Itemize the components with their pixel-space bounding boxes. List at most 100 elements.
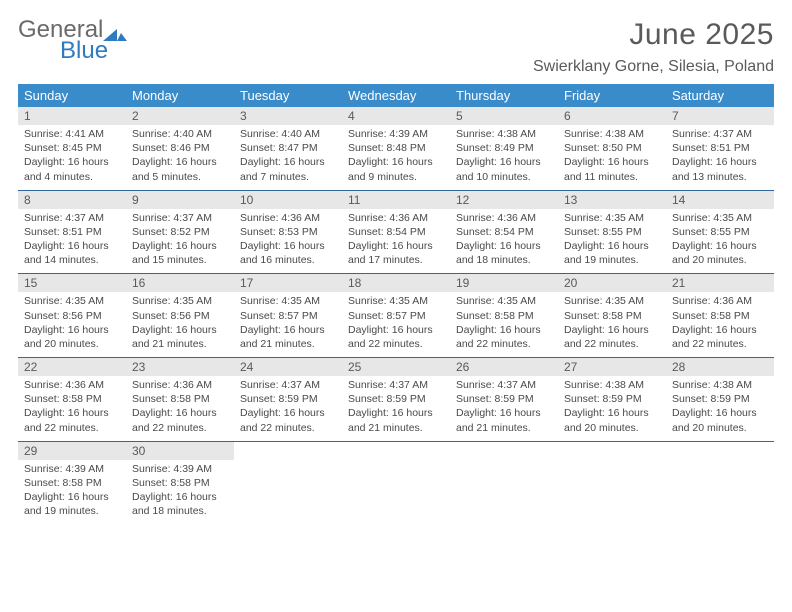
day-detail-cell xyxy=(342,460,450,525)
day-number-cell xyxy=(450,441,558,460)
day-detail-cell: Sunrise: 4:41 AMSunset: 8:45 PMDaylight:… xyxy=(18,125,126,190)
day-detail-cell: Sunrise: 4:38 AMSunset: 8:59 PMDaylight:… xyxy=(558,376,666,441)
location-text: Swierklany Gorne, Silesia, Poland xyxy=(533,58,774,76)
daynum-row: 891011121314 xyxy=(18,190,774,209)
day-detail-cell: Sunrise: 4:37 AMSunset: 8:59 PMDaylight:… xyxy=(450,376,558,441)
sunrise-text: Sunrise: 4:39 AM xyxy=(348,127,444,141)
day-number-cell: 18 xyxy=(342,274,450,293)
day-number-cell: 23 xyxy=(126,358,234,377)
day-number-cell: 16 xyxy=(126,274,234,293)
daylight-text: Daylight: 16 hours and 4 minutes. xyxy=(24,155,120,183)
day-detail-cell: Sunrise: 4:35 AMSunset: 8:58 PMDaylight:… xyxy=(558,292,666,357)
sunrise-text: Sunrise: 4:35 AM xyxy=(240,294,336,308)
daylight-text: Daylight: 16 hours and 11 minutes. xyxy=(564,155,660,183)
sunset-text: Sunset: 8:45 PM xyxy=(24,141,120,155)
sunrise-text: Sunrise: 4:39 AM xyxy=(132,462,228,476)
day-number-cell: 28 xyxy=(666,358,774,377)
sunrise-text: Sunrise: 4:35 AM xyxy=(348,294,444,308)
day-detail-cell: Sunrise: 4:35 AMSunset: 8:56 PMDaylight:… xyxy=(18,292,126,357)
day-number-cell: 11 xyxy=(342,190,450,209)
page-title: June 2025 xyxy=(533,18,774,52)
detail-row: Sunrise: 4:41 AMSunset: 8:45 PMDaylight:… xyxy=(18,125,774,190)
daylight-text: Daylight: 16 hours and 22 minutes. xyxy=(240,406,336,434)
day-number-cell: 14 xyxy=(666,190,774,209)
day-number-cell xyxy=(666,441,774,460)
sunset-text: Sunset: 8:52 PM xyxy=(132,225,228,239)
sunrise-text: Sunrise: 4:39 AM xyxy=(24,462,120,476)
day-detail-cell: Sunrise: 4:39 AMSunset: 8:58 PMDaylight:… xyxy=(18,460,126,525)
daylight-text: Daylight: 16 hours and 7 minutes. xyxy=(240,155,336,183)
sunset-text: Sunset: 8:56 PM xyxy=(24,309,120,323)
day-number-cell: 5 xyxy=(450,107,558,125)
day-number-cell xyxy=(234,441,342,460)
sunrise-text: Sunrise: 4:36 AM xyxy=(672,294,768,308)
day-detail-cell: Sunrise: 4:37 AMSunset: 8:59 PMDaylight:… xyxy=(342,376,450,441)
sunset-text: Sunset: 8:59 PM xyxy=(564,392,660,406)
sunset-text: Sunset: 8:58 PM xyxy=(672,309,768,323)
day-number-cell: 17 xyxy=(234,274,342,293)
day-detail-cell: Sunrise: 4:36 AMSunset: 8:58 PMDaylight:… xyxy=(18,376,126,441)
sunset-text: Sunset: 8:46 PM xyxy=(132,141,228,155)
day-detail-cell: Sunrise: 4:37 AMSunset: 8:52 PMDaylight:… xyxy=(126,209,234,274)
sunrise-text: Sunrise: 4:36 AM xyxy=(24,378,120,392)
day-detail-cell: Sunrise: 4:36 AMSunset: 8:58 PMDaylight:… xyxy=(666,292,774,357)
daylight-text: Daylight: 16 hours and 21 minutes. xyxy=(240,323,336,351)
day-number-cell: 9 xyxy=(126,190,234,209)
day-detail-cell: Sunrise: 4:35 AMSunset: 8:58 PMDaylight:… xyxy=(450,292,558,357)
sunset-text: Sunset: 8:58 PM xyxy=(24,476,120,490)
day-detail-cell: Sunrise: 4:40 AMSunset: 8:47 PMDaylight:… xyxy=(234,125,342,190)
daylight-text: Daylight: 16 hours and 22 minutes. xyxy=(348,323,444,351)
daylight-text: Daylight: 16 hours and 5 minutes. xyxy=(132,155,228,183)
day-number-cell: 24 xyxy=(234,358,342,377)
daylight-text: Daylight: 16 hours and 20 minutes. xyxy=(564,406,660,434)
daylight-text: Daylight: 16 hours and 21 minutes. xyxy=(132,323,228,351)
sunrise-text: Sunrise: 4:38 AM xyxy=(564,127,660,141)
sunset-text: Sunset: 8:57 PM xyxy=(240,309,336,323)
detail-row: Sunrise: 4:39 AMSunset: 8:58 PMDaylight:… xyxy=(18,460,774,525)
day-detail-cell: Sunrise: 4:35 AMSunset: 8:56 PMDaylight:… xyxy=(126,292,234,357)
day-number-cell: 27 xyxy=(558,358,666,377)
day-detail-cell xyxy=(666,460,774,525)
sunrise-text: Sunrise: 4:36 AM xyxy=(240,211,336,225)
day-detail-cell: Sunrise: 4:39 AMSunset: 8:48 PMDaylight:… xyxy=(342,125,450,190)
weekday-header-row: Sunday Monday Tuesday Wednesday Thursday… xyxy=(18,84,774,107)
day-number-cell: 15 xyxy=(18,274,126,293)
daylight-text: Daylight: 16 hours and 21 minutes. xyxy=(348,406,444,434)
sunset-text: Sunset: 8:51 PM xyxy=(672,141,768,155)
day-detail-cell: Sunrise: 4:36 AMSunset: 8:54 PMDaylight:… xyxy=(450,209,558,274)
sunrise-text: Sunrise: 4:40 AM xyxy=(132,127,228,141)
day-detail-cell: Sunrise: 4:38 AMSunset: 8:49 PMDaylight:… xyxy=(450,125,558,190)
day-number-cell: 22 xyxy=(18,358,126,377)
day-detail-cell: Sunrise: 4:40 AMSunset: 8:46 PMDaylight:… xyxy=(126,125,234,190)
day-detail-cell: Sunrise: 4:37 AMSunset: 8:59 PMDaylight:… xyxy=(234,376,342,441)
sunset-text: Sunset: 8:55 PM xyxy=(672,225,768,239)
sunset-text: Sunset: 8:53 PM xyxy=(240,225,336,239)
daylight-text: Daylight: 16 hours and 22 minutes. xyxy=(132,406,228,434)
detail-row: Sunrise: 4:37 AMSunset: 8:51 PMDaylight:… xyxy=(18,209,774,274)
sunset-text: Sunset: 8:55 PM xyxy=(564,225,660,239)
day-number-cell: 7 xyxy=(666,107,774,125)
day-detail-cell: Sunrise: 4:35 AMSunset: 8:57 PMDaylight:… xyxy=(342,292,450,357)
calendar-table: Sunday Monday Tuesday Wednesday Thursday… xyxy=(18,84,774,524)
day-detail-cell: Sunrise: 4:37 AMSunset: 8:51 PMDaylight:… xyxy=(666,125,774,190)
weekday-header: Sunday xyxy=(18,84,126,107)
daylight-text: Daylight: 16 hours and 16 minutes. xyxy=(240,239,336,267)
daylight-text: Daylight: 16 hours and 9 minutes. xyxy=(348,155,444,183)
day-number-cell xyxy=(558,441,666,460)
sunrise-text: Sunrise: 4:40 AM xyxy=(240,127,336,141)
sunrise-text: Sunrise: 4:36 AM xyxy=(132,378,228,392)
sunrise-text: Sunrise: 4:37 AM xyxy=(240,378,336,392)
day-number-cell: 13 xyxy=(558,190,666,209)
day-number-cell: 20 xyxy=(558,274,666,293)
day-number-cell: 10 xyxy=(234,190,342,209)
day-number-cell: 12 xyxy=(450,190,558,209)
weekday-header: Tuesday xyxy=(234,84,342,107)
day-detail-cell: Sunrise: 4:38 AMSunset: 8:59 PMDaylight:… xyxy=(666,376,774,441)
sunset-text: Sunset: 8:58 PM xyxy=(132,392,228,406)
daylight-text: Daylight: 16 hours and 20 minutes. xyxy=(672,406,768,434)
sunrise-text: Sunrise: 4:37 AM xyxy=(24,211,120,225)
sunset-text: Sunset: 8:58 PM xyxy=(24,392,120,406)
sunset-text: Sunset: 8:48 PM xyxy=(348,141,444,155)
day-number-cell: 29 xyxy=(18,441,126,460)
daylight-text: Daylight: 16 hours and 18 minutes. xyxy=(132,490,228,518)
